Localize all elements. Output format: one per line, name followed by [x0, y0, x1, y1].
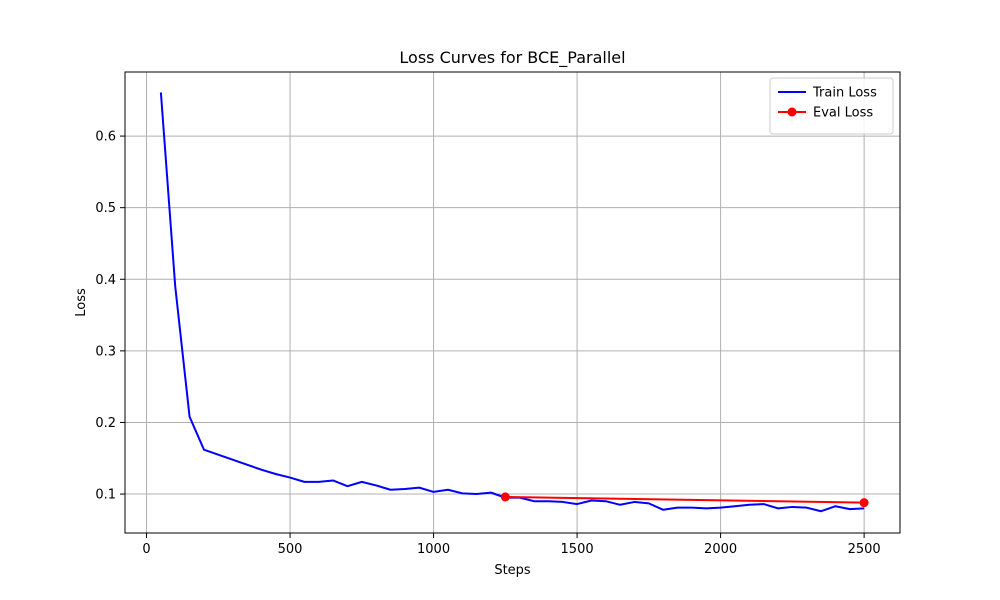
- x-tick-label: 2500: [848, 542, 881, 557]
- x-tick-label: 1500: [561, 542, 594, 557]
- axis-ticks: 0 500 1000 1500 2000 2500 0.1 0.2 0.3 0.4 0.5 0.6: [95, 130, 880, 557]
- y-tick-label: 0.2: [95, 416, 116, 431]
- y-axis-label: Loss: [74, 288, 89, 317]
- eval-loss-line: [505, 495, 865, 504]
- plot-series: [159, 92, 869, 513]
- y-tick-label: 0.1: [95, 488, 116, 503]
- chart-title: Loss Curves for BCE_Parallel: [399, 48, 625, 68]
- y-tick-label: 0.5: [95, 201, 116, 216]
- x-tick-label: 0: [142, 542, 150, 557]
- eval-loss-point: [859, 498, 869, 508]
- x-tick-label: 2000: [704, 542, 737, 557]
- legend-eval-loss-marker: [787, 107, 797, 117]
- plot-frame: [124, 71, 901, 534]
- x-tick-label: 500: [278, 542, 303, 557]
- grid: [125, 72, 900, 533]
- y-tick-label: 0.6: [95, 130, 116, 145]
- legend-eval-loss-label: Eval Loss: [813, 106, 873, 121]
- eval-loss-point: [500, 492, 510, 502]
- legend-train-loss-label: Train Loss: [812, 86, 877, 101]
- y-tick-label: 0.4: [95, 273, 116, 288]
- x-tick-label: 1000: [417, 542, 450, 557]
- legend: Train Loss Eval Loss: [769, 77, 894, 135]
- x-axis-label: Steps: [494, 563, 531, 578]
- y-tick-label: 0.3: [95, 344, 116, 359]
